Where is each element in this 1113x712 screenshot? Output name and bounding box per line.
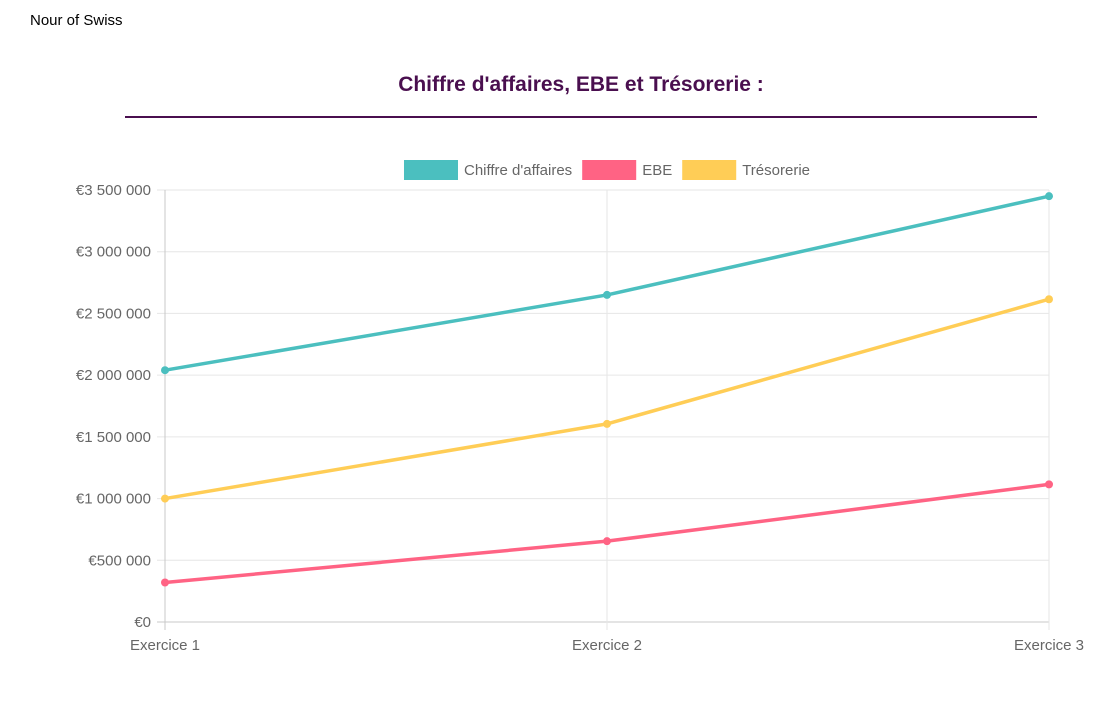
chart-grid bbox=[157, 189, 1050, 630]
y-tick-label: €3 000 000 bbox=[76, 244, 151, 261]
company-name: Nour of Swiss bbox=[30, 12, 123, 29]
chart-legend: Chiffre d'affaires EBE Trésorerie bbox=[403, 160, 810, 180]
legend-item[interactable]: Trésorerie bbox=[682, 160, 810, 180]
y-axis-ticks: €0 €500 000 €1 000 000 €1 500 000 €2 000 000… bbox=[76, 182, 151, 631]
chart-title: Chiffre d'affaires, EBE et Trésorerie : bbox=[398, 73, 764, 96]
x-axis-ticks: Exercice 1 Exercice 2 Exercice 3 bbox=[130, 637, 1084, 654]
y-tick-label: €500 000 bbox=[88, 552, 151, 569]
y-tick-label: €0 bbox=[134, 614, 151, 631]
x-tick-label: Exercice 2 bbox=[572, 637, 642, 654]
y-tick-label: €2 500 000 bbox=[76, 305, 151, 322]
title-divider bbox=[125, 116, 1037, 118]
legend-item[interactable]: EBE bbox=[582, 160, 672, 180]
legend-swatch bbox=[582, 160, 637, 180]
data-point bbox=[603, 419, 611, 428]
legend-item[interactable]: Chiffre d'affaires bbox=[403, 160, 572, 180]
data-point bbox=[161, 366, 169, 375]
x-tick-label: Exercice 3 bbox=[1014, 637, 1084, 654]
data-point bbox=[1045, 192, 1053, 201]
data-point bbox=[1045, 480, 1053, 489]
data-point bbox=[161, 494, 169, 503]
y-tick-label: €1 000 000 bbox=[76, 491, 151, 508]
legend-swatch bbox=[682, 160, 737, 180]
data-point bbox=[161, 578, 169, 587]
legend-label: Trésorerie bbox=[742, 162, 810, 179]
data-point bbox=[603, 537, 611, 546]
y-tick-label: €3 500 000 bbox=[76, 182, 151, 199]
series-lines bbox=[161, 192, 1053, 587]
data-point bbox=[603, 290, 611, 299]
legend-swatch bbox=[403, 160, 458, 180]
x-tick-label: Exercice 1 bbox=[130, 637, 200, 654]
y-tick-label: €1 500 000 bbox=[76, 429, 151, 446]
legend-label: Chiffre d'affaires bbox=[464, 162, 572, 179]
data-point bbox=[1045, 295, 1053, 304]
legend-label: EBE bbox=[642, 162, 672, 179]
y-tick-label: €2 000 000 bbox=[76, 367, 151, 384]
